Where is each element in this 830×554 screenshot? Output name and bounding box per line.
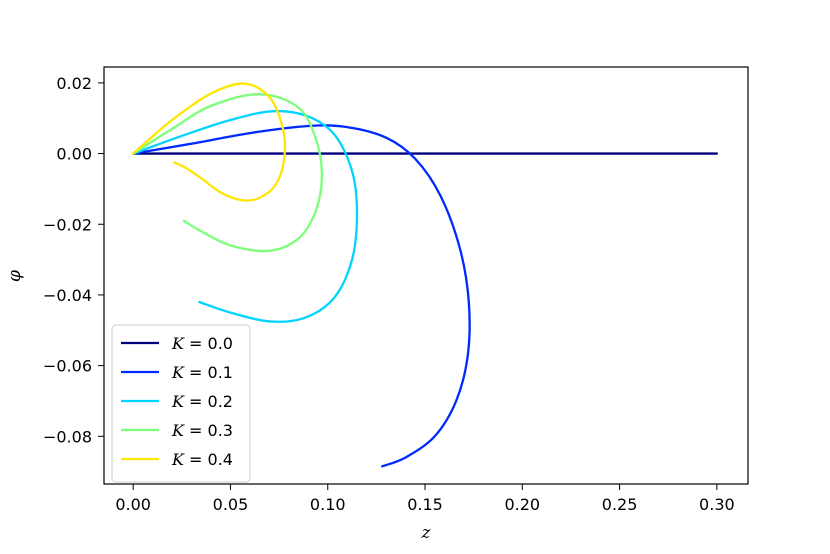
x-tick-label: 0.20	[504, 495, 540, 514]
x-tick-label: 0.00	[115, 495, 151, 514]
x-axis-label: z	[421, 523, 432, 543]
x-tick-label: 0.15	[407, 495, 443, 514]
x-tick-label: 0.10	[310, 495, 346, 514]
series-line-2	[132, 109, 359, 323]
series-line-1	[132, 124, 471, 468]
legend-box	[111, 324, 251, 483]
y-tick-label: −0.06	[43, 357, 92, 376]
y-axis-label: φ	[5, 270, 25, 282]
legend-entry-2: K = 0.2	[171, 392, 233, 411]
legend-entry-1: K = 0.1	[171, 363, 233, 382]
x-tick-label: 0.25	[602, 495, 638, 514]
legend: K = 0.0 K = 0.1 K = 0.2 K = 0.3 K = 0.4	[111, 324, 251, 483]
y-tick-label: −0.02	[43, 215, 92, 234]
legend-entry-0: K = 0.0	[171, 334, 233, 353]
legend-entry-3: K = 0.3	[171, 421, 233, 440]
y-tick-label: −0.08	[43, 427, 92, 446]
x-tick-label: 0.05	[213, 495, 249, 514]
y-tick-label: 0.02	[56, 74, 92, 93]
series-line-4	[132, 82, 287, 202]
plot-frame	[103, 66, 749, 485]
legend-entry-4: K = 0.4	[171, 450, 233, 469]
series-layer	[132, 82, 719, 468]
y-tick-label: −0.04	[43, 286, 92, 305]
series-line-3	[132, 93, 324, 253]
y-tick-label: 0.00	[56, 145, 92, 164]
x-tick-label: 0.30	[699, 495, 735, 514]
tick-layer: 0.00 0.05 0.10 0.15 0.20 0.25 0.30 0.02 0.00 −0.0…	[43, 74, 735, 514]
